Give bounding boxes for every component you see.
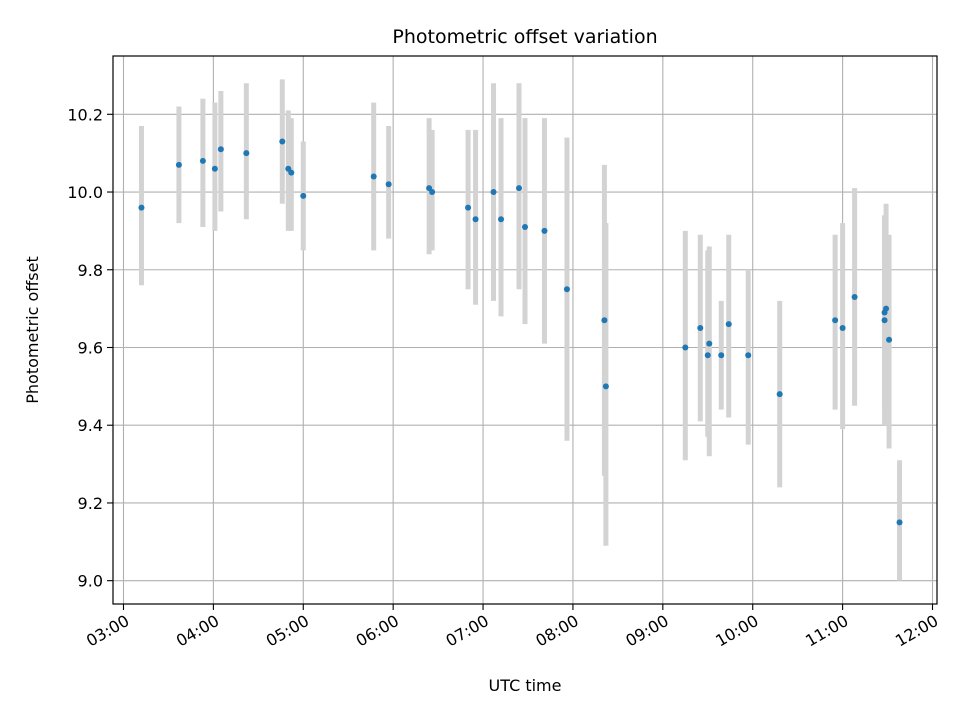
data-point [288, 169, 295, 176]
data-point [563, 286, 570, 293]
data-point [704, 352, 711, 359]
y-tick-label: 9.6 [78, 338, 103, 357]
data-point [370, 173, 377, 180]
data-point [522, 224, 528, 231]
data-point [300, 192, 307, 199]
data-point [706, 340, 713, 347]
data-point [682, 344, 689, 351]
data-point [697, 325, 704, 332]
data-point [601, 317, 608, 324]
point-layer [138, 138, 903, 526]
data-point [745, 352, 752, 359]
data-point [465, 204, 472, 211]
data-point [472, 216, 479, 223]
data-point [881, 317, 888, 324]
data-point [138, 204, 145, 211]
data-point [776, 391, 783, 398]
y-tick-label: 9.0 [78, 572, 103, 591]
data-point [217, 146, 224, 153]
data-point [385, 181, 392, 188]
data-point [541, 227, 548, 234]
data-point [199, 157, 206, 164]
chart-title: Photometric offset variation [392, 26, 657, 48]
data-point [175, 161, 182, 168]
data-point [279, 138, 286, 145]
data-point [883, 305, 890, 312]
y-tick-label: 9.4 [78, 416, 103, 435]
data-point [211, 165, 218, 172]
data-point [490, 189, 497, 196]
data-point [725, 321, 732, 328]
y-axis-label: Photometric offset [23, 256, 42, 404]
data-point [832, 317, 839, 324]
data-point [243, 150, 250, 157]
data-point [516, 185, 523, 192]
plot-frame [112, 55, 938, 605]
data-point [498, 216, 505, 223]
y-tick-label: 10.0 [67, 183, 103, 202]
x-axis-label: UTC time [489, 676, 562, 695]
y-tick-label: 9.8 [78, 261, 103, 280]
data-point [851, 293, 858, 300]
y-tick-label: 9.2 [78, 494, 103, 513]
data-point [896, 519, 903, 526]
data-point [602, 383, 609, 390]
data-point [886, 336, 893, 343]
y-tick-label: 10.2 [67, 105, 103, 124]
data-point [839, 325, 846, 332]
data-point [718, 352, 725, 359]
data-point [429, 189, 436, 196]
